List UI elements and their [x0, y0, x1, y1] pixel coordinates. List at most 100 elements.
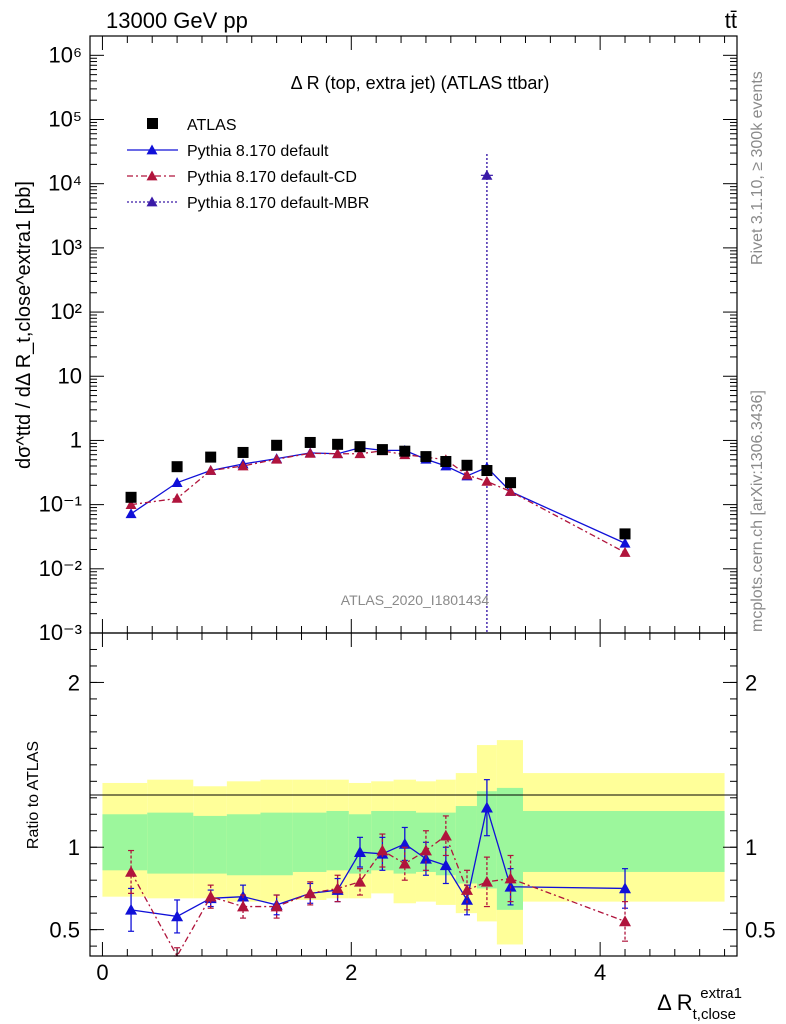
xlabel-sup: extra1: [700, 985, 742, 1002]
legend-marker: [146, 170, 158, 181]
cd-point: [205, 465, 217, 475]
watermark: ATLAS_2020_I1801434: [341, 592, 490, 608]
legend-marker: [146, 144, 158, 155]
ratio-default-point: [461, 893, 474, 905]
atlas-point: [461, 459, 473, 471]
ratio-cd-point: [304, 887, 317, 899]
ratio-cd-point: [270, 900, 283, 912]
atlas-point: [171, 461, 183, 473]
ratio-y-tick-label-right: 1: [745, 835, 757, 860]
ratio-y-tick-label-right: 2: [745, 670, 757, 695]
legend-entry: Pythia 8.170 default-MBR: [187, 195, 369, 212]
default-point: [125, 508, 137, 519]
cd-point: [481, 475, 493, 486]
xlabel: Δ Rt,close: [657, 990, 736, 1023]
ratio-cd-point: [353, 875, 366, 887]
atlas-point: [619, 528, 631, 540]
default-point: [171, 477, 183, 488]
uncertainty-band-inner: [455, 806, 477, 884]
legend-marker: [146, 196, 158, 207]
ratio-frame: [89, 632, 738, 957]
cd-point: [304, 447, 316, 458]
uncertainty-band-inner: [102, 814, 148, 871]
default-series-line: [130, 447, 626, 544]
y-tick-label: 1: [70, 427, 82, 452]
y-tick-label: 10⁶: [48, 42, 82, 67]
uncertainty-band-inner: [476, 791, 497, 889]
y-tick-label: 10⁻²: [39, 556, 82, 581]
ratio-cd-point: [376, 844, 389, 856]
uncertainty-band-inner: [226, 814, 261, 876]
x-tick-label: 2: [345, 960, 357, 985]
ratio-default-point: [619, 882, 632, 894]
ratio-cd-point: [237, 900, 250, 912]
cd-point: [271, 453, 283, 464]
atlas-point: [481, 465, 493, 477]
x-tick-label: 0: [96, 960, 108, 985]
ratio-series-layer: [125, 779, 632, 958]
legend-marker-atlas: [147, 118, 158, 129]
uncertainty-band-inner: [326, 810, 349, 871]
uncertainty-band-inner: [260, 812, 293, 876]
ratio-default-point: [353, 846, 366, 857]
uncertainty-band-inner: [522, 810, 725, 872]
ratio-default-line: [130, 807, 626, 918]
cd-point: [461, 469, 473, 480]
ratio-cd-point: [125, 865, 138, 877]
atlas-point: [125, 491, 137, 503]
ratio-y-tick-label-right: 0.5: [745, 918, 776, 943]
legend: ATLAS Pythia 8.170 default Pythia 8.170 de…: [127, 117, 369, 212]
ratio-cd-point: [480, 875, 493, 887]
cd-point: [171, 492, 183, 503]
ratio-cd-point: [398, 857, 411, 869]
ratio-cd-point: [619, 915, 632, 927]
atlas-point: [420, 451, 432, 463]
ratio-y-tick-label: 1: [68, 835, 80, 860]
atlas-point: [440, 455, 452, 467]
mcplots-label: mcplots.cern.ch [arXiv:1306.3436]: [749, 390, 766, 632]
ratio-ylabel: Ratio to ATLAS: [25, 741, 42, 849]
legend-entry: Pythia 8.170 default: [187, 143, 329, 160]
cd-point: [237, 460, 249, 471]
cd-point: [505, 486, 517, 496]
ratio-y-tick-label: 2: [68, 670, 80, 695]
atlas-point: [304, 436, 316, 448]
atlas-point: [237, 446, 249, 458]
atlas-point: [271, 439, 283, 451]
uncertainty-band-inner: [435, 812, 456, 876]
main-panel: 10⁻³ 10⁻² 10⁻¹ 1 10 10² 10³ 10⁴ 10⁵ 10⁶ Δ R (top,…: [13, 35, 738, 645]
cd-point: [619, 546, 631, 557]
cd-point: [125, 499, 137, 510]
ratio-cd-point: [419, 844, 432, 856]
atlas-point: [376, 444, 388, 456]
main-axes: 10⁻³ 10⁻² 10⁻¹ 1 10 10² 10³ 10⁴ 10⁵ 10⁶: [39, 35, 737, 645]
main-series-layer: [125, 154, 631, 633]
y-tick-label: 10: [58, 363, 82, 388]
x-tick-label: 4: [594, 960, 606, 985]
xlabel-sub: t,close: [693, 1006, 736, 1023]
ratio-y-tick-label: 0.5: [49, 918, 80, 943]
ratio-cd-point: [331, 882, 344, 894]
ratio-default-point: [171, 910, 184, 922]
ratio-axes: 0.5 0.5 1 1 2 2 0 2 4: [49, 633, 776, 985]
cd-point: [332, 448, 344, 459]
cd-point: [354, 448, 366, 459]
ratio-default-point: [398, 837, 411, 849]
ratio-default-point: [439, 859, 452, 871]
ratio-default-point: [480, 801, 493, 813]
atlas-point: [505, 477, 517, 489]
y-tick-label: 10⁴: [48, 171, 82, 196]
main-ylabel: dσ^ttd / dΔ R_t,close^extra1 [pb]: [13, 181, 35, 469]
xlabel-main: Δ R: [657, 990, 692, 1015]
ratio-cd-point: [204, 890, 217, 902]
uncertainty-band-inner: [292, 812, 327, 872]
legend-entry: Pythia 8.170 default-CD: [187, 169, 357, 186]
atlas-point: [332, 438, 344, 450]
legend-entry: ATLAS: [187, 117, 237, 134]
process-label: tt̄: [725, 8, 737, 33]
ratio-cd-line: [130, 834, 626, 958]
ratio-cd-point: [439, 829, 452, 841]
mbr-point: [481, 169, 493, 180]
ratio-default-point: [125, 903, 138, 915]
